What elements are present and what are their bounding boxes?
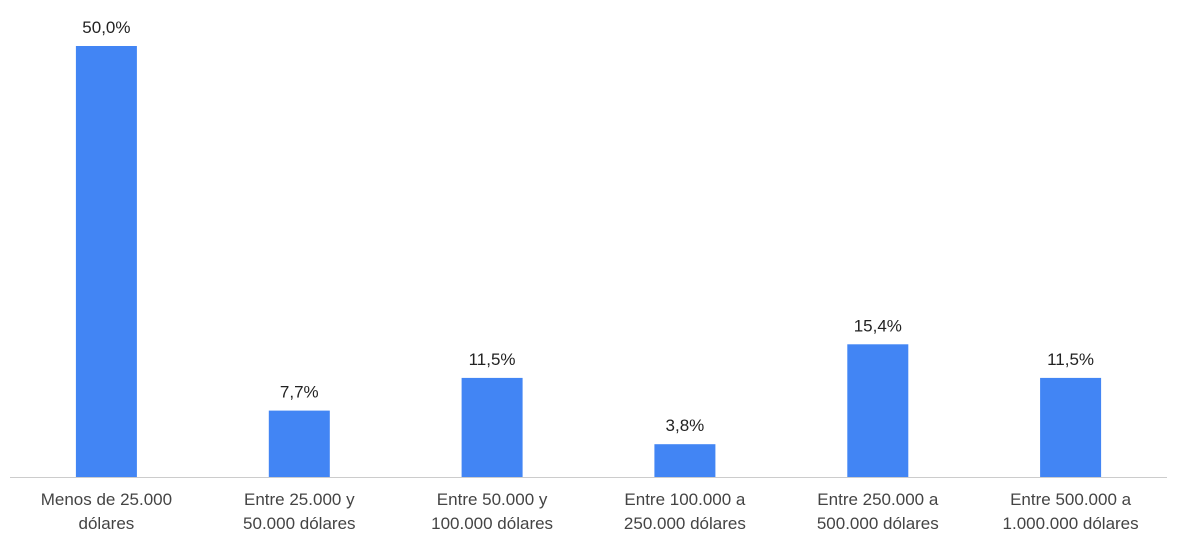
category-label-line: Entre 25.000 y [244, 490, 355, 509]
value-label-4: 3,8% [666, 416, 705, 435]
category-label-line: Entre 250.000 a [817, 490, 939, 509]
category-label-6: Entre 500.000 a 1.000.000 dólares [1003, 490, 1139, 533]
value-label-1: 50,0% [82, 18, 130, 37]
bar-3 [461, 377, 523, 477]
category-label-line: Entre 50.000 y [437, 490, 548, 509]
category-label-line: 1.000.000 dólares [1003, 514, 1139, 533]
category-label-line: 500.000 dólares [817, 514, 939, 533]
value-labels-group: 50,0% 7,7% 11,5% 3,8% 15,4% 11,5% [82, 18, 1094, 435]
category-label-1: Menos de 25.000 dólares [41, 490, 172, 533]
bar-6 [1040, 377, 1102, 477]
category-label-line: Entre 500.000 a [1010, 490, 1132, 509]
value-label-2: 7,7% [280, 383, 319, 402]
value-label-6: 11,5% [1047, 350, 1094, 369]
category-label-2: Entre 25.000 y 50.000 dólares [243, 490, 355, 533]
category-label-4: Entre 100.000 a 250.000 dólares [624, 490, 746, 533]
bar-1 [75, 46, 137, 477]
category-label-line: 50.000 dólares [243, 514, 355, 533]
category-labels-group: Menos de 25.000 dólares Entre 25.000 y 50.0… [41, 490, 1139, 533]
value-label-5: 15,4% [854, 316, 902, 335]
category-label-line: dólares [79, 514, 135, 533]
value-label-3: 11,5% [469, 350, 516, 369]
category-label-line: Menos de 25.000 [41, 490, 172, 509]
category-label-line: 100.000 dólares [431, 514, 553, 533]
category-label-3: Entre 50.000 y 100.000 dólares [431, 490, 553, 533]
bars-group [75, 46, 1102, 477]
category-label-line: 250.000 dólares [624, 514, 746, 533]
category-label-line: Entre 100.000 a [624, 490, 746, 509]
bar-4 [654, 444, 716, 477]
bar-2 [268, 410, 330, 477]
category-label-5: Entre 250.000 a 500.000 dólares [817, 490, 939, 533]
bar-5 [847, 344, 909, 477]
